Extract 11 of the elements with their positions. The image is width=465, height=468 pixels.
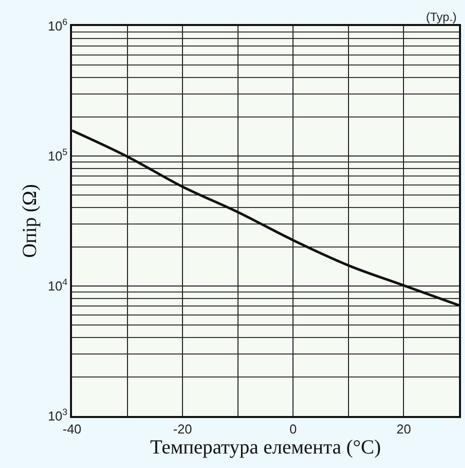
y-tick-label: 10$^{5}$ xyxy=(48,147,68,164)
y-tick-label: 10$^{3}$ xyxy=(48,407,68,424)
y-tick-label: 10$^{4}$ xyxy=(48,277,68,294)
text: (Typ.) xyxy=(426,10,457,24)
x-tick-label: 0 xyxy=(290,422,297,437)
x-tick-label: 20 xyxy=(396,422,411,437)
y-tick-label: 10$^{6}$ xyxy=(48,17,68,34)
x-axis-title: Температура елемента (°C) xyxy=(150,436,381,459)
x-tick-label: -20 xyxy=(173,422,192,437)
x-tick-label: -40 xyxy=(62,422,82,437)
y-axis-title: Опір (Ω) xyxy=(18,184,41,258)
